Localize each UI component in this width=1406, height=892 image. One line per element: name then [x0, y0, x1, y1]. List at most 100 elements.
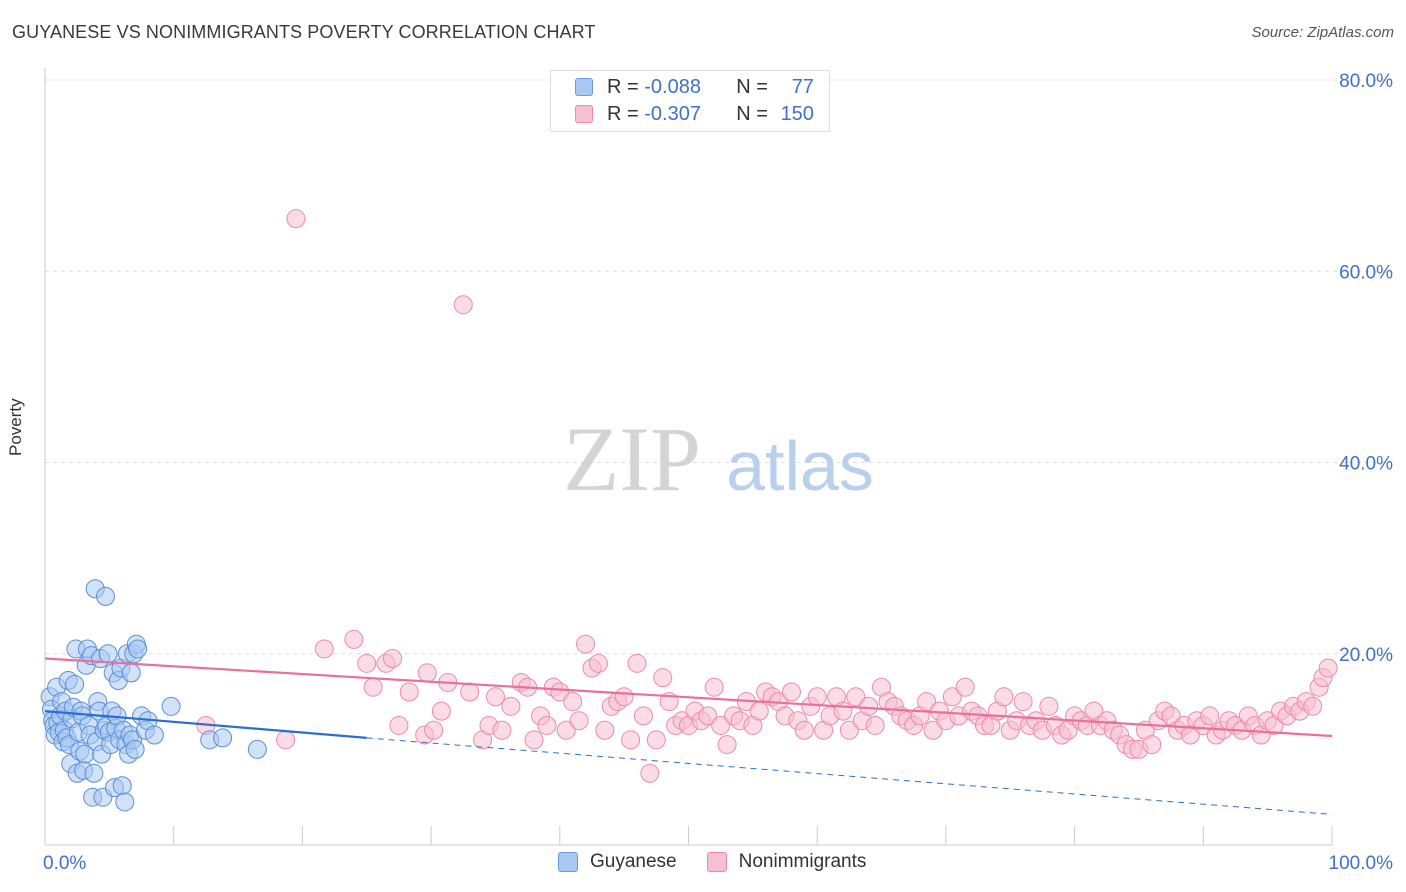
nonimmigrants-point: [485, 687, 505, 707]
series-legend: Guyanese Nonimmigrants: [558, 851, 896, 873]
chart-title: GUYANESE VS NONIMMIGRANTS POVERTY CORREL…: [12, 22, 596, 42]
nonimmigrants-r-value: -0.307: [644, 102, 701, 125]
nonimmigrants-point: [640, 763, 660, 783]
nonimmigrants-point: [942, 687, 962, 707]
series-legend-guyanese[interactable]: Guyanese: [558, 851, 677, 873]
nonimmigrants-point: [389, 715, 409, 735]
nonimmigrants-point: [859, 696, 879, 716]
guyanese-point: [247, 739, 267, 759]
nonimmigrants-point: [839, 720, 859, 740]
legend-r-label: R =: [607, 75, 639, 98]
guyanese-point: [125, 739, 145, 759]
nonimmigrants-point: [994, 687, 1014, 707]
nonimmigrants-point: [955, 677, 975, 697]
nonimmigrants-point: [286, 209, 306, 229]
nonimmigrants-point: [501, 696, 521, 716]
nonimmigrants-point: [431, 701, 451, 721]
nonimmigrants-point: [524, 730, 544, 750]
nonimmigrants-point: [460, 682, 480, 702]
guyanese-point: [95, 586, 115, 606]
nonimmigrants-point: [382, 649, 402, 669]
nonimmigrants-point: [563, 692, 583, 712]
guyanese-point: [65, 674, 85, 694]
nonimmigrants-point: [1318, 658, 1338, 678]
nonimmigrants-point: [633, 706, 653, 726]
legend-r-label: R =: [607, 102, 639, 125]
nonimmigrants-point: [424, 720, 444, 740]
legend-n-label: N =: [736, 75, 768, 98]
guyanese-point: [84, 763, 104, 783]
nonimmigrants-trend-line: [44, 657, 1333, 738]
y-tick-label: 20.0%: [1339, 645, 1393, 666]
correlation-legend: R = -0.088 N = 77 R = -0.307 N = 150: [550, 70, 830, 132]
nonimmigrants-point: [344, 629, 364, 649]
nonimmigrants-point: [614, 687, 634, 707]
tick-labels: 20.0% 40.0% 60.0% 80.0% 0.0% 100.0%: [43, 71, 1393, 874]
nonimmigrants-legend-swatch: [706, 852, 727, 872]
nonimmigrants-point: [865, 715, 885, 735]
y-tick-label: 40.0%: [1339, 454, 1393, 475]
y-tick-label: 80.0%: [1339, 71, 1393, 92]
nonimmigrants-point: [576, 634, 596, 654]
nonimmigrants-point: [717, 735, 737, 755]
nonimmigrants-point: [1142, 735, 1162, 755]
nonimmigrants-swatch: [575, 105, 593, 123]
nonimmigrants-point: [588, 653, 608, 673]
guyanese-n-value: 77: [791, 75, 814, 98]
guyanese-point: [98, 644, 118, 664]
nonimmigrants-point: [314, 639, 334, 659]
watermark-atlas: atlas: [726, 427, 874, 505]
series-legend-nonimmigrants[interactable]: Nonimmigrants: [706, 851, 867, 873]
guyanese-point: [161, 696, 181, 716]
nonimmigrants-point: [569, 711, 589, 731]
nonimmigrants-point: [846, 687, 866, 707]
nonimmigrants-point: [711, 715, 731, 735]
nonimmigrants-point: [595, 720, 615, 740]
legend-row-guyanese: R = -0.088 N = 77: [551, 74, 814, 100]
nonimmigrants-point: [794, 720, 814, 740]
guyanese-point: [115, 792, 135, 812]
guyanese-point: [121, 663, 141, 683]
guyanese-point: [213, 728, 233, 748]
nonimmigrants-n-value: 150: [780, 102, 814, 125]
nonimmigrants-point: [807, 687, 827, 707]
guyanese-legend-label: Guyanese: [590, 851, 677, 872]
nonimmigrants-point: [627, 653, 647, 673]
nonimmigrants-point: [363, 677, 383, 697]
grid-lines: [45, 79, 1392, 655]
guyanese-swatch: [575, 78, 593, 96]
nonimmigrants-point: [653, 668, 673, 688]
nonimmigrants-point: [749, 701, 769, 721]
y-tick-label: 60.0%: [1339, 262, 1393, 283]
guyanese-point: [112, 776, 132, 796]
nonimmigrants-legend-label: Nonimmigrants: [738, 851, 867, 872]
nonimmigrants-point: [537, 715, 557, 735]
trend-lines: [44, 657, 1333, 815]
nonimmigrants-point: [453, 295, 473, 315]
nonimmigrants-point: [1200, 706, 1220, 726]
guyanese-legend-swatch: [558, 852, 578, 872]
guyanese-points: [40, 579, 267, 812]
nonimmigrants-point: [399, 682, 419, 702]
nonimmigrants-point: [1303, 696, 1323, 716]
source-label: Source: ZipAtlas.com: [1251, 24, 1394, 41]
nonimmigrants-point: [646, 730, 666, 750]
guyanese-trend-line: [44, 710, 367, 739]
nonimmigrants-point: [781, 682, 801, 702]
legend-n-label: N =: [736, 102, 768, 125]
nonimmigrants-point: [621, 730, 641, 750]
nonimmigrants-point: [1039, 696, 1059, 716]
nonimmigrants-point: [833, 701, 853, 721]
nonimmigrants-point: [357, 653, 377, 673]
nonimmigrants-point: [1013, 692, 1033, 712]
x-tick-label: 100.0%: [1329, 853, 1394, 874]
nonimmigrants-point: [417, 663, 437, 683]
nonimmigrants-point: [704, 677, 724, 697]
nonimmigrants-point: [698, 706, 718, 726]
watermark: ZIP atlas: [563, 408, 874, 510]
guyanese-trend-extension: [366, 737, 1333, 815]
guyanese-r-value: -0.088: [644, 75, 701, 98]
legend-row-nonimmigrants: R = -0.307 N = 150: [551, 101, 814, 127]
watermark-zip: ZIP: [563, 408, 701, 510]
